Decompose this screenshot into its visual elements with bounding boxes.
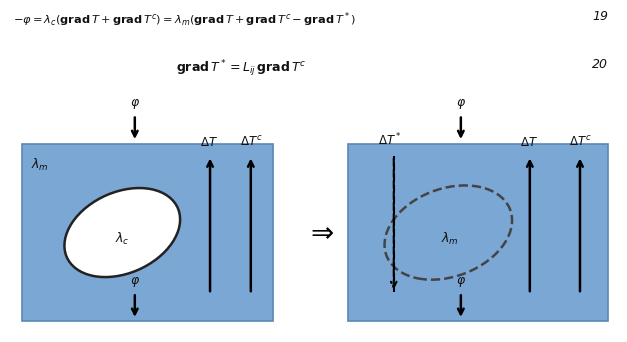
Text: $\Delta T$: $\Delta T$ — [200, 136, 218, 149]
Text: $\Delta T^*$: $\Delta T^*$ — [378, 132, 402, 149]
Text: $\Delta T^c$: $\Delta T^c$ — [240, 135, 262, 149]
Text: $\mathbf{grad}\, T^* = L_{ij}\, \mathbf{grad}\, T^c$: $\mathbf{grad}\, T^* = L_{ij}\, \mathbf{… — [176, 58, 306, 79]
Text: $\Delta T^c$: $\Delta T^c$ — [569, 135, 591, 149]
Text: $\lambda_m$: $\lambda_m$ — [441, 231, 459, 248]
FancyBboxPatch shape — [348, 144, 608, 321]
Text: 19: 19 — [592, 10, 608, 23]
Text: $\varphi$: $\varphi$ — [130, 97, 140, 111]
Text: $-\varphi = \lambda_c(\mathbf{grad}\, T + \mathbf{grad}\, T^c) = \lambda_m(\math: $-\varphi = \lambda_c(\mathbf{grad}\, T … — [13, 10, 356, 29]
Text: $\varphi$: $\varphi$ — [456, 97, 466, 111]
Text: $\lambda_c$: $\lambda_c$ — [115, 231, 130, 248]
Text: $\Delta T$: $\Delta T$ — [520, 136, 537, 149]
Text: $\lambda_m$: $\lambda_m$ — [31, 157, 49, 173]
Ellipse shape — [384, 185, 512, 280]
Text: 20: 20 — [592, 58, 608, 71]
Ellipse shape — [65, 188, 180, 277]
FancyBboxPatch shape — [22, 144, 273, 321]
Text: $\varphi$: $\varphi$ — [130, 275, 140, 289]
Text: $\varphi$: $\varphi$ — [456, 275, 466, 289]
Text: $\Rightarrow$: $\Rightarrow$ — [305, 219, 334, 247]
